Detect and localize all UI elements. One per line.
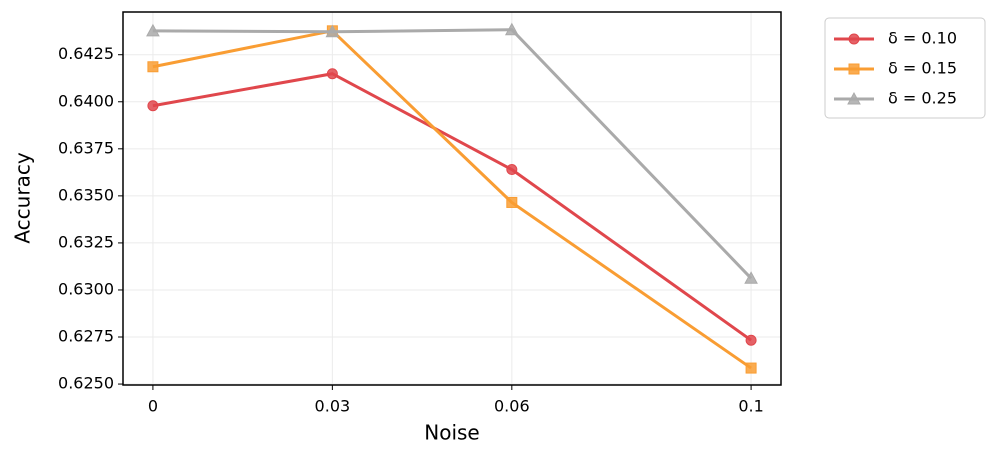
marker bbox=[745, 362, 757, 374]
x-tick-label: 0 bbox=[148, 397, 158, 416]
y-tick-label: 0.6425 bbox=[58, 44, 114, 63]
y-tick-label: 0.6400 bbox=[58, 91, 114, 110]
legend-label: δ = 0.10 bbox=[888, 29, 957, 48]
marker bbox=[745, 334, 757, 346]
marker bbox=[147, 61, 159, 73]
marker bbox=[506, 196, 518, 208]
y-tick-label: 0.6300 bbox=[58, 279, 114, 298]
marker bbox=[506, 164, 518, 176]
legend-label: δ = 0.25 bbox=[888, 89, 957, 108]
x-tick-label: 0.03 bbox=[315, 397, 351, 416]
line bbox=[152, 29, 752, 370]
marker bbox=[146, 23, 160, 37]
marker bbox=[147, 100, 159, 112]
legend-label: δ = 0.15 bbox=[888, 59, 957, 78]
marker bbox=[504, 22, 519, 36]
marker bbox=[744, 271, 758, 284]
y-tick-label: 0.6250 bbox=[58, 374, 114, 393]
legend: δ = 0.10 δ = 0.15 δ = 0.25 bbox=[824, 17, 986, 119]
x-tick-label: 0.1 bbox=[738, 397, 763, 416]
marker bbox=[848, 33, 860, 45]
x-tick-label: 0.06 bbox=[494, 397, 530, 416]
x-axis-title: Noise bbox=[424, 421, 479, 445]
y-tick-label: 0.6350 bbox=[58, 185, 114, 204]
y-tick-label: 0.6325 bbox=[58, 232, 114, 251]
y-tick-label: 0.6275 bbox=[58, 327, 114, 346]
plot-frame bbox=[122, 11, 782, 386]
y-tick-label: 0.6375 bbox=[58, 138, 114, 157]
marker bbox=[325, 24, 340, 38]
legend-frame bbox=[824, 17, 986, 119]
marker bbox=[848, 63, 860, 75]
y-axis-title: Accuracy bbox=[11, 152, 35, 243]
line bbox=[152, 28, 753, 280]
marker bbox=[326, 68, 338, 80]
line bbox=[152, 72, 752, 342]
marker bbox=[847, 91, 861, 105]
